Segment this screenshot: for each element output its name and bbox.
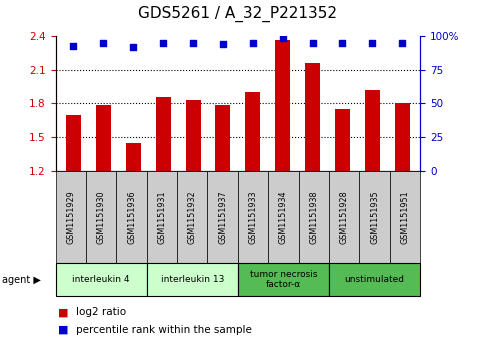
Text: percentile rank within the sample: percentile rank within the sample [76, 325, 252, 335]
Text: GSM1151935: GSM1151935 [370, 190, 379, 244]
Text: agent ▶: agent ▶ [2, 274, 41, 285]
Text: GSM1151936: GSM1151936 [127, 190, 136, 244]
Point [70, 43, 77, 49]
Point [309, 40, 316, 46]
Point [129, 44, 137, 50]
Text: GSM1151928: GSM1151928 [340, 190, 349, 244]
Text: ■: ■ [58, 325, 69, 335]
Point [219, 41, 227, 47]
Point [339, 40, 346, 46]
Bar [156, 97, 170, 171]
Bar [185, 100, 200, 171]
Bar [365, 90, 380, 171]
Bar [275, 40, 290, 171]
Text: GSM1151929: GSM1151929 [66, 190, 75, 244]
Text: GSM1151930: GSM1151930 [97, 190, 106, 244]
Text: GSM1151938: GSM1151938 [309, 190, 318, 244]
Text: interleukin 13: interleukin 13 [161, 275, 224, 284]
Point [398, 40, 406, 46]
Text: interleukin 4: interleukin 4 [72, 275, 130, 284]
Text: GSM1151951: GSM1151951 [400, 190, 410, 244]
Point [159, 40, 167, 46]
Text: ■: ■ [58, 307, 69, 317]
Text: tumor necrosis
factor-α: tumor necrosis factor-α [250, 270, 317, 289]
Text: GSM1151934: GSM1151934 [279, 190, 288, 244]
Text: GSM1151937: GSM1151937 [218, 190, 227, 244]
Point [189, 40, 197, 46]
Bar [215, 105, 230, 171]
Bar [245, 92, 260, 171]
Text: unstimulated: unstimulated [345, 275, 405, 284]
Point [249, 40, 256, 46]
Point [279, 35, 286, 41]
Text: log2 ratio: log2 ratio [76, 307, 127, 317]
Bar [335, 109, 350, 171]
Text: GSM1151933: GSM1151933 [249, 190, 257, 244]
Bar [305, 63, 320, 171]
Text: GSM1151932: GSM1151932 [188, 190, 197, 244]
Text: GDS5261 / A_32_P221352: GDS5261 / A_32_P221352 [138, 5, 338, 22]
Bar [66, 115, 81, 171]
Bar [126, 143, 141, 171]
Text: GSM1151931: GSM1151931 [157, 190, 167, 244]
Bar [96, 105, 111, 171]
Bar [395, 103, 410, 171]
Point [99, 40, 107, 46]
Point [369, 40, 376, 46]
